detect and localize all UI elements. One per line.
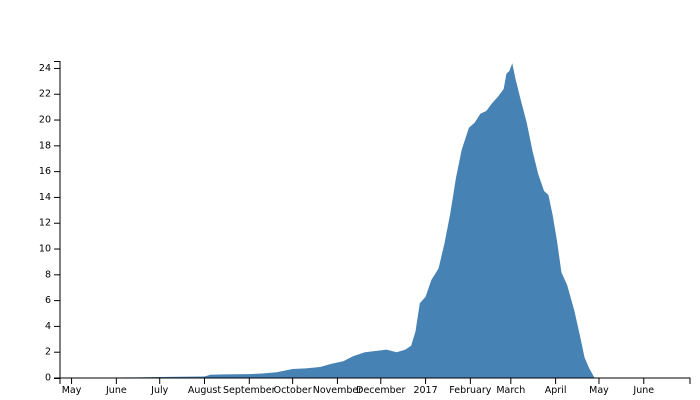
- x-tick-label: June: [105, 385, 127, 396]
- x-tick-label: February: [449, 385, 491, 396]
- y-tick-label: 4: [45, 321, 51, 332]
- y-tick-label: 8: [45, 269, 51, 280]
- x-tick-label: August: [188, 385, 222, 396]
- y-tick-label: 14: [39, 192, 51, 203]
- x-tick-label: 2017: [413, 385, 437, 396]
- y-tick-label: 18: [39, 140, 51, 151]
- y-tick-label: 24: [39, 63, 51, 74]
- x-tick-label: November: [313, 385, 363, 396]
- y-tick-label: 20: [39, 115, 51, 126]
- y-axis-line: [54, 61, 61, 379]
- x-tick-label: June: [632, 385, 654, 396]
- x-tick-label: May: [589, 385, 609, 396]
- x-tick-label: July: [150, 385, 168, 396]
- x-tick-label: May: [62, 385, 82, 396]
- y-tick-label: 2: [45, 347, 51, 358]
- y-tick-label: 0: [45, 373, 51, 384]
- y-tick-label: 6: [45, 295, 51, 306]
- y-tick-label: 12: [39, 218, 51, 229]
- x-tick-label: October: [274, 385, 312, 396]
- x-tick-label: December: [356, 385, 405, 396]
- y-tick-label: 10: [39, 244, 51, 255]
- x-axis-line: [59, 377, 691, 384]
- x-tick-label: March: [496, 385, 525, 396]
- x-tick-label: September: [223, 385, 276, 396]
- area-series: [71, 63, 595, 378]
- x-tick-label: April: [545, 385, 567, 396]
- y-tick-label: 16: [39, 166, 51, 177]
- y-tick-label: 22: [39, 89, 51, 100]
